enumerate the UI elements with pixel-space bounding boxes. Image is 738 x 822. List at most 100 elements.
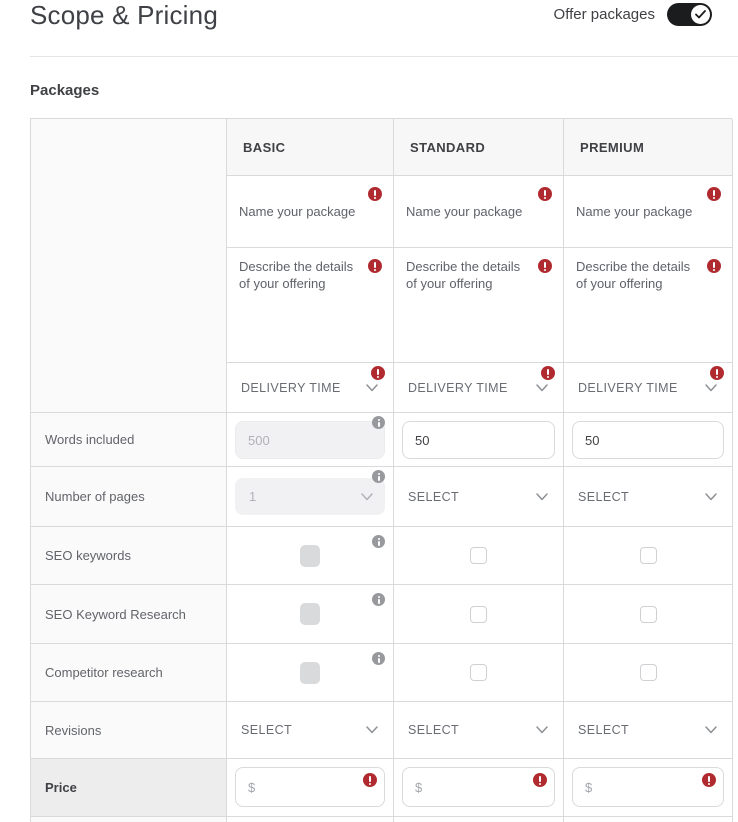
partial-next-row-cell xyxy=(394,817,564,822)
info-icon[interactable] xyxy=(372,652,385,665)
feature-label-text: Revisions xyxy=(45,722,102,738)
price-cell-premium xyxy=(564,759,733,817)
column-header-premium: PREMIUM xyxy=(564,119,733,176)
seo-keyword-research-cell-premium xyxy=(564,585,733,644)
info-icon[interactable] xyxy=(372,470,385,483)
seo-keyword-research-checkbox-basic xyxy=(300,603,320,625)
competitor-research-cell-basic xyxy=(227,644,394,702)
delivery-time-value: DELIVERY TIME xyxy=(408,380,508,395)
seo-keywords-checkbox-standard[interactable] xyxy=(470,547,487,564)
competitor-research-cell-premium xyxy=(564,644,733,702)
pages-cell-premium: SELECT xyxy=(564,467,733,527)
error-icon[interactable] xyxy=(368,187,382,201)
seo-keyword-research-checkbox-premium[interactable] xyxy=(639,605,657,623)
offer-packages-control: Offer packages xyxy=(554,3,712,26)
chevron-down-icon xyxy=(536,726,548,734)
price-input-standard[interactable] xyxy=(402,767,555,807)
check-icon xyxy=(695,10,706,19)
package-description-textarea-basic[interactable] xyxy=(227,248,393,362)
delivery-time-select-basic[interactable]: DELIVERY TIME xyxy=(227,363,393,412)
delivery-time-cell-basic: DELIVERY TIME xyxy=(227,363,394,413)
words-included-input-standard[interactable] xyxy=(402,421,555,459)
error-icon[interactable] xyxy=(541,366,555,380)
error-icon[interactable] xyxy=(533,773,547,787)
info-icon[interactable] xyxy=(372,535,385,548)
competitor-research-cell-standard xyxy=(394,644,564,702)
revisions-select-standard[interactable]: SELECT xyxy=(394,702,563,758)
error-icon[interactable] xyxy=(707,259,721,273)
error-icon[interactable] xyxy=(710,366,724,380)
delivery-time-cell-standard: DELIVERY TIME xyxy=(394,363,564,413)
revisions-select-value: SELECT xyxy=(408,723,460,737)
seo-keyword-research-cell-standard xyxy=(394,585,564,644)
feature-label-revisions: Revisions xyxy=(31,702,227,759)
column-header-basic: BASIC xyxy=(227,119,394,176)
chevron-down-icon xyxy=(366,726,378,734)
package-name-input-standard[interactable] xyxy=(394,176,563,247)
seo-keyword-research-checkbox-standard[interactable] xyxy=(470,605,487,623)
pages-select-standard[interactable]: SELECT xyxy=(394,467,563,526)
chevron-down-icon xyxy=(366,383,378,391)
chevron-down-icon xyxy=(536,383,548,391)
pages-cell-basic: 1 xyxy=(227,467,394,527)
delivery-time-value: DELIVERY TIME xyxy=(241,380,341,395)
words-included-input-premium[interactable] xyxy=(572,421,724,459)
error-icon[interactable] xyxy=(368,259,382,273)
package-name-input-premium[interactable] xyxy=(564,176,732,247)
error-icon[interactable] xyxy=(707,187,721,201)
package-name-cell-basic xyxy=(227,176,394,248)
feature-label-words-included: Words included xyxy=(31,413,227,467)
pages-select-value: SELECT xyxy=(408,489,460,504)
words-included-input-basic xyxy=(235,421,385,459)
chevron-down-icon xyxy=(705,726,717,734)
revisions-cell-standard: SELECT xyxy=(394,702,564,759)
seo-keywords-checkbox-premium[interactable] xyxy=(639,547,657,564)
table-corner-cell xyxy=(31,119,227,413)
package-description-cell-standard xyxy=(394,248,564,363)
pages-select-basic: 1 xyxy=(235,478,385,515)
error-icon[interactable] xyxy=(371,366,385,380)
info-icon[interactable] xyxy=(372,416,385,429)
seo-keywords-cell-basic xyxy=(227,527,394,585)
price-input-premium[interactable] xyxy=(572,767,724,807)
offer-packages-label: Offer packages xyxy=(553,6,655,23)
revisions-select-basic[interactable]: SELECT xyxy=(227,702,393,758)
feature-label-number-of-pages: Number of pages xyxy=(31,467,227,527)
info-icon[interactable] xyxy=(372,593,385,606)
package-description-cell-basic xyxy=(227,248,394,363)
feature-label-seo-keywords: SEO keywords xyxy=(31,527,227,585)
price-input-basic[interactable] xyxy=(235,767,385,807)
feature-label-text: Number of pages xyxy=(45,489,145,504)
pages-select-value: SELECT xyxy=(578,489,630,504)
words-included-cell-premium xyxy=(564,413,733,467)
partial-next-row-label xyxy=(31,817,227,822)
chevron-down-icon xyxy=(705,492,717,500)
delivery-time-select-standard[interactable]: DELIVERY TIME xyxy=(394,363,563,412)
competitor-research-checkbox-standard[interactable] xyxy=(470,664,487,681)
offer-packages-toggle[interactable] xyxy=(667,3,712,26)
error-icon[interactable] xyxy=(538,259,552,273)
price-cell-basic xyxy=(227,759,394,817)
pages-select-premium[interactable]: SELECT xyxy=(564,467,732,526)
package-name-input-basic[interactable] xyxy=(227,176,393,247)
package-description-textarea-standard[interactable] xyxy=(394,248,563,362)
package-name-cell-standard xyxy=(394,176,564,248)
chevron-down-icon xyxy=(705,383,717,391)
chevron-down-icon xyxy=(361,492,373,500)
package-description-textarea-premium[interactable] xyxy=(564,248,732,362)
partial-next-row-cell xyxy=(564,817,733,822)
seo-keywords-cell-premium xyxy=(564,527,733,585)
feature-label-price: Price xyxy=(31,759,227,817)
feature-label-text: SEO Keyword Research xyxy=(45,606,186,622)
error-icon[interactable] xyxy=(363,773,377,787)
price-cell-standard xyxy=(394,759,564,817)
feature-label-text: Words included xyxy=(45,432,135,447)
competitor-research-checkbox-premium[interactable] xyxy=(639,664,657,681)
delivery-time-select-premium[interactable]: DELIVERY TIME xyxy=(564,363,732,412)
error-icon[interactable] xyxy=(538,187,552,201)
revisions-select-premium[interactable]: SELECT xyxy=(564,702,732,758)
feature-label-text: Price xyxy=(45,780,77,795)
words-included-cell-standard xyxy=(394,413,564,467)
error-icon[interactable] xyxy=(702,773,716,787)
revisions-select-value: SELECT xyxy=(241,723,293,737)
